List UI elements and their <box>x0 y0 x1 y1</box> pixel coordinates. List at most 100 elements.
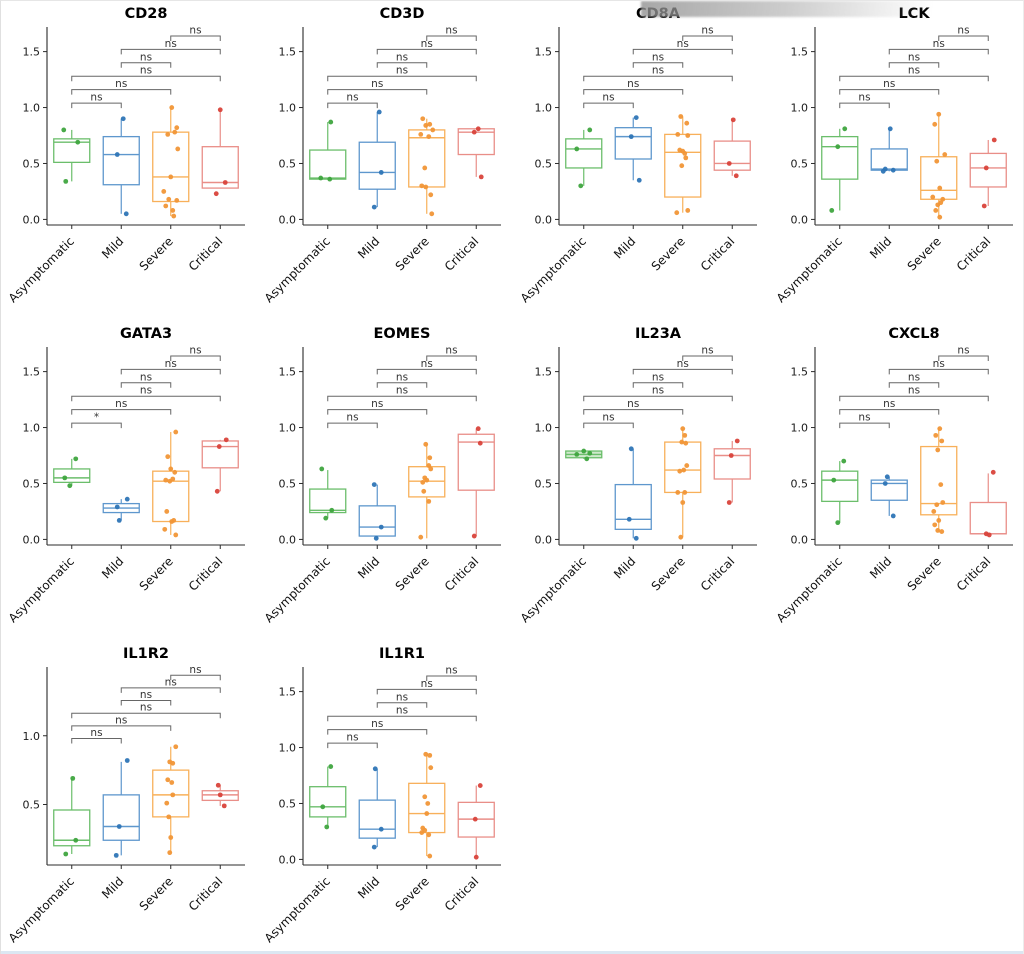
jitter-point-Asymptomatic <box>584 456 590 462</box>
significance-bracket <box>426 355 477 361</box>
jitter-point-Severe <box>427 121 433 127</box>
boxplot-GATA3: GATA3 0.0 0.5 1.0 1.5 Asymptomatic Mild Severe C… <box>6 326 245 625</box>
significance-bracket <box>170 35 221 41</box>
significance-label: ns <box>957 24 969 36</box>
jitter-point-Critical <box>478 174 484 180</box>
jitter-point-Severe <box>934 158 940 164</box>
jitter-point-Mild <box>120 116 126 122</box>
significance-label: ns <box>627 78 639 90</box>
significance-label: ns <box>115 78 127 90</box>
panel-IL1R1: IL1R1 0.0 0.5 1.0 1.5 Asymptomatic Mild Severe C… <box>257 641 513 954</box>
significance-bracket <box>376 62 428 68</box>
y-tick-label: 1.5 <box>23 366 41 379</box>
panel-title: IL1R1 <box>379 646 425 662</box>
significance-label: ns <box>189 344 201 356</box>
jitter-point-Mild <box>882 481 888 486</box>
y-tick-label: 1.0 <box>279 742 297 755</box>
jitter-point-Severe <box>173 744 179 750</box>
jitter-point-Severe <box>422 165 428 171</box>
jitter-point-Severe <box>935 202 941 208</box>
jitter-point-Severe <box>165 777 171 783</box>
jitter-point-Severe <box>685 208 691 213</box>
significance-label: ns <box>371 78 383 90</box>
jitter-point-Asymptomatic <box>328 764 334 769</box>
jitter-point-Asymptomatic <box>320 804 326 810</box>
jitter-point-Severe <box>419 830 425 835</box>
x-tick-label-Mild: Mild <box>355 554 382 581</box>
jitter-point-Severe <box>166 196 172 202</box>
jitter-point-Severe <box>175 146 181 152</box>
significance-label: ns <box>908 51 920 63</box>
significance-label: ns <box>396 385 408 397</box>
panel-GATA3: GATA3 0.0 0.5 1.0 1.5 Asymptomatic Mild Severe C… <box>1 321 257 639</box>
significance-bracket <box>888 48 989 55</box>
significance-label: ns <box>346 92 358 104</box>
boxplot-CXCL8: CXCL8 0.0 0.5 1.0 1.5 Asymptomatic Mild Severe C… <box>774 326 1013 625</box>
boxplot-CD3D: CD3D 0.0 0.5 1.0 1.5 Asymptomatic Mild Severe Cr… <box>262 6 501 305</box>
x-tick-label-Asymptomatic: Asymptomatic <box>262 234 333 305</box>
y-tick-label: 1.0 <box>535 422 553 435</box>
jitter-point-Asymptomatic <box>841 458 847 464</box>
significance-bracket <box>583 395 733 402</box>
jitter-point-Mild <box>636 177 642 183</box>
pane-bottom-border <box>1 951 1023 954</box>
jitter-point-Mild <box>113 852 119 858</box>
x-tick-label-Asymptomatic: Asymptomatic <box>6 234 77 305</box>
jitter-point-Critical <box>726 161 732 166</box>
y-tick-label: 0.0 <box>279 853 297 866</box>
jitter-point-Mild <box>378 170 384 175</box>
jitter-point-Asymptomatic <box>842 126 848 132</box>
significance-bracket <box>632 62 684 68</box>
box-Asymptomatic <box>309 149 347 180</box>
jitter-point-Severe <box>680 426 686 432</box>
significance-label: ns <box>371 718 383 730</box>
significance-label: ns <box>701 344 713 356</box>
jitter-point-Asymptomatic <box>63 178 69 184</box>
significance-label: ns <box>165 676 177 688</box>
jitter-point-Critical <box>217 792 223 798</box>
y-tick-label: 1.0 <box>535 102 553 115</box>
boxplot-EOMES: EOMES 0.0 0.5 1.0 1.5 Asymptomatic Mild Severe C… <box>262 326 501 625</box>
y-tick-label: 1.0 <box>279 422 297 435</box>
significance-label: ns <box>701 24 713 36</box>
jitter-point-Severe <box>938 482 944 487</box>
significance-label: ns <box>140 51 152 63</box>
significance-label: ns <box>140 385 152 397</box>
jitter-point-Severe <box>679 163 685 169</box>
jitter-point-Critical <box>990 469 996 475</box>
significance-label: ns <box>371 398 383 410</box>
y-tick-label: 0.0 <box>535 533 553 546</box>
jitter-point-Severe <box>168 466 174 472</box>
jitter-point-Severe <box>170 760 176 766</box>
significance-label: ns <box>90 92 102 104</box>
x-tick-label-Severe: Severe <box>649 234 688 273</box>
significance-label: ns <box>652 371 664 383</box>
box-Critical <box>969 501 1007 535</box>
jitter-point-Asymptomatic <box>329 507 335 513</box>
x-tick-label-Severe: Severe <box>905 554 944 593</box>
jitter-point-Asymptomatic <box>835 144 841 150</box>
significance-label: ns <box>346 412 358 424</box>
significance-label: ns <box>858 412 870 424</box>
significance-bracket <box>632 48 733 55</box>
jitter-point-Mild <box>628 446 634 452</box>
jitter-point-Severe <box>174 197 180 203</box>
x-tick-label-Critical: Critical <box>186 874 226 914</box>
jitter-point-Critical <box>475 426 481 432</box>
significance-bracket <box>170 355 221 361</box>
jitter-point-Mild <box>371 204 377 210</box>
significance-bracket <box>120 700 172 706</box>
significance-label: ns <box>396 705 408 717</box>
significance-bracket <box>71 725 172 731</box>
significance-bracket <box>327 409 428 415</box>
y-tick-label: 1.5 <box>279 686 297 699</box>
jitter-point-Severe <box>675 131 681 137</box>
jitter-point-Severe <box>684 463 690 468</box>
panel-title: IL23A <box>635 326 682 342</box>
jitter-point-Severe <box>942 152 948 157</box>
box-Mild <box>358 141 396 190</box>
significance-label: ns <box>602 92 614 104</box>
significance-bracket <box>426 675 477 681</box>
significance-label: ns <box>140 702 152 714</box>
jitter-point-Asymptomatic <box>319 466 325 472</box>
